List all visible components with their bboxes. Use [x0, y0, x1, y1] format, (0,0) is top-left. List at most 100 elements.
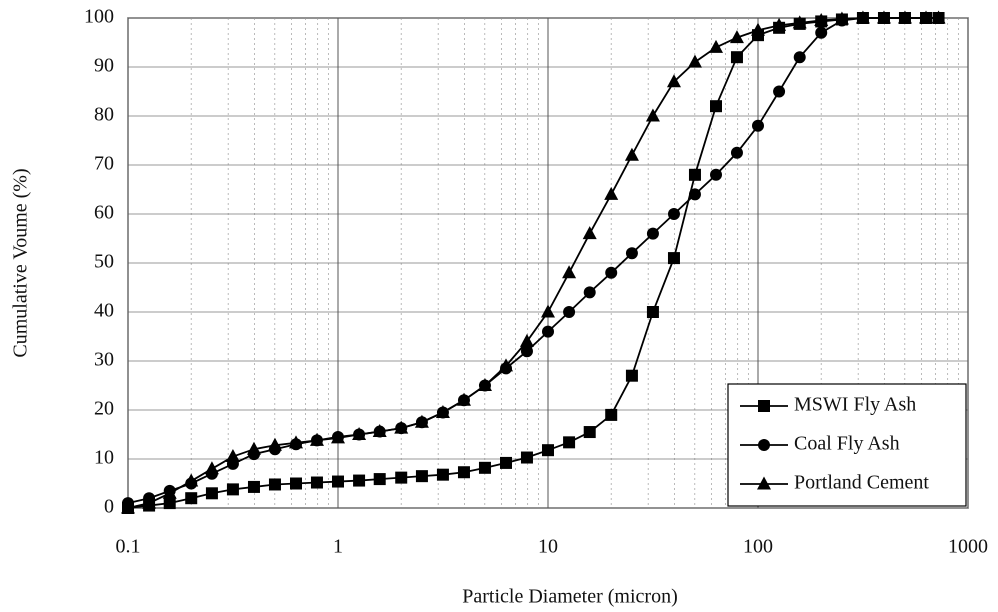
- marker: [519, 333, 534, 347]
- marker: [142, 495, 157, 509]
- marker: [815, 26, 828, 39]
- marker: [457, 466, 470, 479]
- marker: [205, 487, 218, 500]
- marker: [897, 10, 912, 24]
- x-tick-label: 10: [538, 536, 558, 558]
- marker: [729, 30, 744, 44]
- marker: [688, 188, 701, 201]
- marker: [709, 39, 724, 53]
- marker: [855, 10, 870, 24]
- marker: [710, 100, 723, 113]
- marker: [758, 439, 770, 451]
- marker: [373, 473, 386, 486]
- marker: [605, 266, 618, 279]
- marker: [605, 408, 618, 421]
- marker: [688, 168, 701, 181]
- marker: [520, 345, 533, 358]
- marker: [919, 10, 934, 24]
- marker: [477, 378, 492, 391]
- marker: [267, 437, 282, 451]
- marker: [353, 474, 366, 487]
- marker: [563, 306, 576, 318]
- marker: [331, 430, 345, 444]
- legend-label: Portland Cement: [794, 472, 929, 494]
- marker: [646, 227, 659, 240]
- marker: [332, 475, 344, 488]
- marker: [289, 435, 304, 449]
- y-tick-label: 10: [94, 447, 114, 469]
- marker: [792, 15, 807, 29]
- marker: [184, 473, 199, 487]
- marker: [542, 444, 554, 457]
- marker: [752, 119, 764, 132]
- marker: [435, 404, 450, 418]
- marker: [773, 85, 786, 98]
- marker: [625, 247, 638, 260]
- marker: [876, 10, 891, 24]
- series-line: [127, 17, 939, 504]
- marker: [625, 369, 638, 382]
- marker: [268, 478, 281, 491]
- marker: [478, 461, 491, 474]
- marker: [757, 476, 771, 490]
- marker: [667, 252, 680, 265]
- marker: [310, 476, 323, 489]
- marker: [372, 424, 387, 438]
- x-axis-label: Particle Diameter (micron): [462, 586, 677, 608]
- y-tick-label: 40: [94, 300, 114, 322]
- marker: [394, 420, 409, 434]
- y-tick-label: 70: [94, 153, 114, 175]
- marker: [414, 414, 429, 428]
- y-axis-label: Cumulative Voume (%): [10, 168, 32, 357]
- marker: [247, 480, 260, 493]
- marker: [499, 358, 514, 372]
- marker: [541, 304, 555, 318]
- marker: [772, 17, 787, 31]
- marker: [395, 471, 408, 484]
- marker: [226, 483, 239, 496]
- marker: [162, 485, 177, 499]
- marker: [415, 470, 428, 483]
- marker: [730, 51, 743, 64]
- marker: [793, 51, 806, 64]
- y-tick-label: 20: [94, 398, 114, 420]
- series-line: [127, 17, 939, 509]
- marker: [563, 436, 576, 449]
- marker: [646, 306, 659, 318]
- x-tick-label: 100: [743, 536, 773, 558]
- marker: [931, 10, 946, 24]
- marker: [583, 426, 596, 439]
- y-tick-label: 50: [94, 251, 114, 273]
- marker: [758, 400, 770, 412]
- marker: [185, 492, 198, 505]
- y-tick-label: 0: [104, 496, 114, 518]
- marker: [246, 441, 261, 455]
- marker: [542, 325, 554, 338]
- legend: MSWI Fly Ash Coal Fly Ash Portland Cement: [727, 383, 967, 507]
- legend-label: Coal Fly Ash: [794, 433, 900, 455]
- marker: [583, 286, 596, 299]
- y-tick-label: 30: [94, 349, 114, 371]
- marker: [500, 456, 513, 469]
- marker: [710, 168, 723, 181]
- marker: [687, 54, 702, 68]
- marker: [121, 500, 135, 514]
- marker: [225, 449, 240, 463]
- marker: [562, 265, 577, 279]
- marker: [290, 477, 303, 490]
- marker: [667, 208, 680, 220]
- y-tick-label: 90: [94, 55, 114, 77]
- y-tick-label: 80: [94, 104, 114, 126]
- marker: [520, 451, 533, 464]
- series: [121, 10, 946, 514]
- y-tick-label: 60: [94, 202, 114, 224]
- legend-label: MSWI Fly Ash: [794, 394, 916, 416]
- x-tick-label: 0.1: [116, 536, 141, 558]
- marker: [814, 12, 829, 26]
- marker: [309, 432, 324, 446]
- marker: [456, 392, 471, 406]
- marker: [834, 11, 849, 25]
- marker: [604, 186, 619, 200]
- marker: [582, 226, 597, 240]
